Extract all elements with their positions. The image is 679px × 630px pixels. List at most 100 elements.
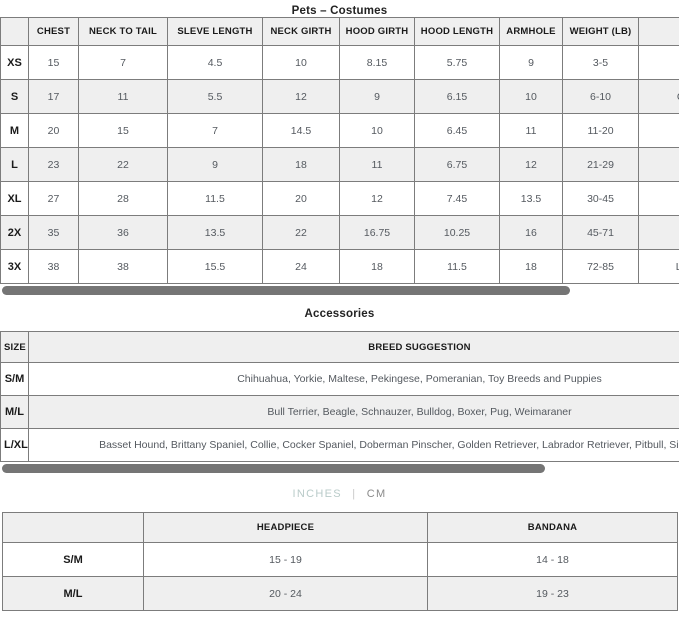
accessories-horizontal-scrollbar-thumb[interactable] (2, 464, 545, 473)
cell-armhole: 16 (499, 215, 563, 250)
cell-size: M/L (2, 576, 144, 611)
cell-chest: 23 (28, 147, 79, 182)
cell-sleve-length: 11.5 (167, 181, 263, 216)
cell-armhole: 9 (499, 45, 563, 80)
cell-size: S (0, 79, 29, 114)
cell-breed: Shiba Inu (638, 181, 679, 216)
col-header-breed-suggestion: BREED SUGGESTION (28, 331, 679, 363)
cell-chest: 27 (28, 181, 79, 216)
accessories-table-viewport[interactable]: SIZE BREED SUGGESTION S/M Chihuahua, Yor… (0, 331, 679, 462)
cell-weight: 3-5 (562, 45, 639, 80)
costumes-scroll-wrap: CHEST NECK TO TAIL SLEVE LENGTH NECK GIR… (0, 17, 679, 296)
cell-neck-to-tail: 11 (78, 79, 168, 114)
cell-bandana: 19 - 23 (427, 576, 678, 611)
cell-hood-girth: 12 (339, 181, 415, 216)
cell-chest: 20 (28, 113, 79, 148)
col-header-size: SIZE (0, 331, 29, 363)
cell-hood-girth: 9 (339, 79, 415, 114)
cell-breed-suggestion: Basset Hound, Brittany Spaniel, Collie, … (28, 428, 679, 462)
col-header-armhole: ARMHOLE (499, 17, 563, 46)
accessories-header-row: SIZE BREED SUGGESTION (0, 331, 679, 363)
cell-weight: 30-45 (562, 181, 639, 216)
table-row: S/M Chihuahua, Yorkie, Maltese, Pekinges… (0, 362, 679, 396)
section-title-costumes: Pets – Costumes (291, 5, 388, 17)
section-title-accessories: Accessories (304, 308, 375, 320)
cell-sleve-length: 13.5 (167, 215, 263, 250)
table-row: L 23 22 9 18 11 6.75 12 21-29 Schnauzer (0, 147, 679, 182)
cell-breed-suggestion: Chihuahua, Yorkie, Maltese, Pekingese, P… (28, 362, 679, 396)
cell-neck-girth: 10 (262, 45, 340, 80)
cell-headpiece: 15 - 19 (143, 542, 428, 577)
costumes-horizontal-scrollbar-thumb[interactable] (2, 286, 570, 295)
cell-weight: 6-10 (562, 79, 639, 114)
accessories-horizontal-scrollbar-track[interactable] (0, 463, 679, 474)
table-row: XS 15 7 4.5 10 8.15 5.75 9 3-5 Chihuahua (0, 45, 679, 80)
unit-toggle-separator: | (352, 488, 357, 500)
cell-weight: 72-85 (562, 249, 639, 284)
costumes-table-viewport[interactable]: CHEST NECK TO TAIL SLEVE LENGTH NECK GIR… (0, 17, 679, 284)
cell-sleve-length: 7 (167, 113, 263, 148)
cell-weight: 11-20 (562, 113, 639, 148)
cell-sleve-length: 4.5 (167, 45, 263, 80)
col-header-hood-girth: HOOD GIRTH (339, 17, 415, 46)
cell-hood-length: 6.15 (414, 79, 500, 114)
table-row: M/L Bull Terrier, Beagle, Schnauzer, Bul… (0, 395, 679, 429)
cell-breed: Border Collie (638, 215, 679, 250)
cell-weight: 21-29 (562, 147, 639, 182)
col-header-breed: BREED (638, 17, 679, 46)
cell-chest: 38 (28, 249, 79, 284)
costumes-size-table: CHEST NECK TO TAIL SLEVE LENGTH NECK GIR… (0, 17, 679, 284)
costumes-horizontal-scrollbar-track[interactable] (0, 285, 679, 296)
cell-hood-length: 6.75 (414, 147, 500, 182)
col-header-neck-to-tail: NECK TO TAIL (78, 17, 168, 46)
unit-option-inches[interactable]: INCHES (292, 488, 342, 500)
cell-breed: Pomeranian (638, 113, 679, 148)
cell-bandana: 14 - 18 (427, 542, 678, 577)
cell-breed-suggestion: Bull Terrier, Beagle, Schnauzer, Bulldog… (28, 395, 679, 429)
cell-armhole: 13.5 (499, 181, 563, 216)
cell-hood-girth: 11 (339, 147, 415, 182)
unit-option-cm[interactable]: CM (366, 488, 387, 500)
headwear-header-row: HEADPIECE BANDANA (2, 512, 678, 543)
cell-neck-girth: 12 (262, 79, 340, 114)
cell-hood-girth: 18 (339, 249, 415, 284)
col-header-weight: WEIGHT (LB) (562, 17, 639, 46)
cell-weight: 45-71 (562, 215, 639, 250)
cell-headpiece: 20 - 24 (143, 576, 428, 611)
cell-armhole: 10 (499, 79, 563, 114)
cell-hood-length: 5.75 (414, 45, 500, 80)
cell-breed: Chihuahua (638, 45, 679, 80)
cell-sleve-length: 5.5 (167, 79, 263, 114)
cell-hood-length: 10.25 (414, 215, 500, 250)
col-header-size-blank (2, 512, 144, 543)
unit-toggle: INCHES | CM (0, 474, 679, 512)
cell-chest: 35 (28, 215, 79, 250)
cell-chest: 17 (28, 79, 79, 114)
col-header-chest: CHEST (28, 17, 79, 46)
cell-neck-to-tail: 28 (78, 181, 168, 216)
table-row: M/L 20 - 24 19 - 23 (2, 576, 678, 611)
cell-chest: 15 (28, 45, 79, 80)
cell-breed: Labrador Retriever (638, 249, 679, 284)
cell-size: L/XL (0, 428, 29, 462)
cell-neck-girth: 14.5 (262, 113, 340, 148)
cell-armhole: 11 (499, 113, 563, 148)
cell-sleve-length: 9 (167, 147, 263, 182)
table-row: S/M 15 - 19 14 - 18 (2, 542, 678, 577)
table-row: L/XL Basset Hound, Brittany Spaniel, Col… (0, 428, 679, 462)
table-row: S 17 11 5.5 12 9 6.15 10 6-10 Chihuahua,… (0, 79, 679, 114)
cell-size: S/M (2, 542, 144, 577)
cell-neck-to-tail: 36 (78, 215, 168, 250)
cell-neck-to-tail: 38 (78, 249, 168, 284)
cell-hood-length: 7.45 (414, 181, 500, 216)
cell-size: XL (0, 181, 29, 216)
cell-breed: Schnauzer (638, 147, 679, 182)
col-header-sleve-length: SLEVE LENGTH (167, 17, 263, 46)
cell-hood-girth: 16.75 (339, 215, 415, 250)
cell-neck-to-tail: 15 (78, 113, 168, 148)
cell-size: 3X (0, 249, 29, 284)
col-header-hood-length: HOOD LENGTH (414, 17, 500, 46)
cell-neck-girth: 22 (262, 215, 340, 250)
cell-size: XS (0, 45, 29, 80)
cell-hood-length: 11.5 (414, 249, 500, 284)
